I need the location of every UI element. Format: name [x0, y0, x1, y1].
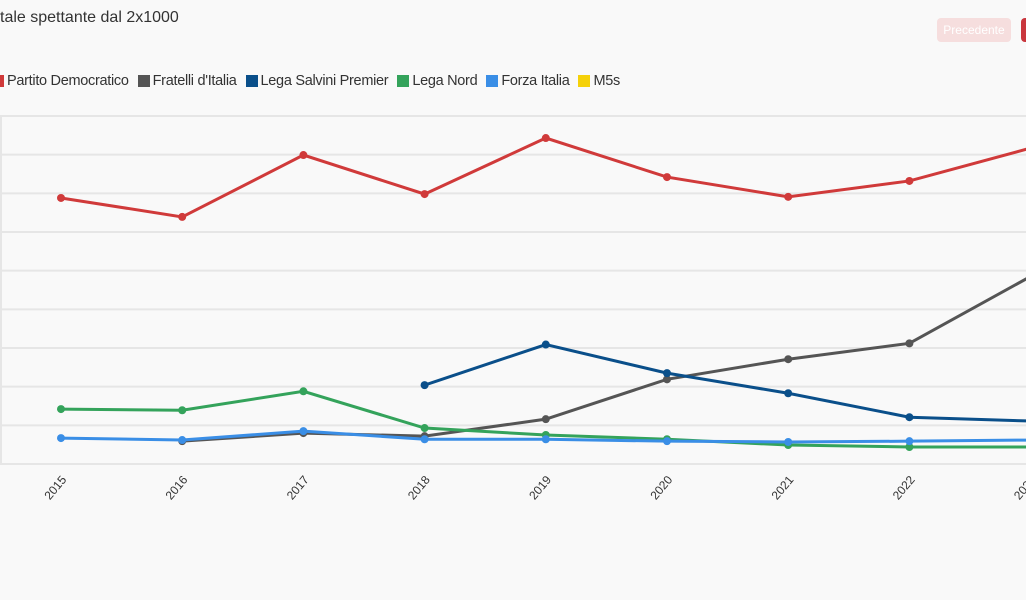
data-point — [905, 339, 914, 348]
legend-label: Partito Democratico — [7, 73, 129, 89]
data-point — [299, 387, 308, 396]
data-point — [541, 415, 550, 424]
data-point — [784, 437, 793, 446]
legend-item[interactable]: Forza Italia — [486, 73, 570, 89]
legend-label: Forza Italia — [501, 73, 570, 89]
x-tick-label: 2022 — [890, 473, 918, 503]
data-point — [663, 375, 671, 384]
data-point — [784, 389, 793, 398]
next-button[interactable] — [1021, 18, 1026, 42]
data-point — [784, 355, 793, 364]
data-point — [57, 193, 65, 202]
data-point — [178, 212, 187, 221]
data-point — [57, 405, 65, 414]
x-tick-label: 2018 — [405, 473, 433, 503]
x-tick-label: 2019 — [526, 473, 554, 503]
data-point — [420, 435, 429, 444]
data-point — [178, 436, 187, 445]
legend-swatch — [397, 75, 410, 87]
legend-label: Lega Salvini Premier — [260, 73, 389, 89]
legend-item[interactable]: Fratelli d'Italia — [137, 73, 237, 89]
data-point — [541, 435, 550, 444]
data-point — [905, 442, 914, 451]
x-tick-label: 2023 — [1011, 473, 1026, 503]
legend-swatch — [137, 75, 150, 87]
data-point — [663, 437, 671, 446]
x-tick-label: 2016 — [163, 473, 191, 503]
legend-swatch — [0, 75, 4, 87]
data-point — [420, 381, 429, 390]
legend-item[interactable]: Partito Democratico — [0, 73, 129, 89]
data-point — [905, 437, 914, 446]
series-line — [424, 342, 1026, 423]
data-point — [663, 369, 671, 378]
data-point — [299, 427, 308, 436]
data-point — [663, 173, 671, 182]
legend: Partito Democratico Fratelli d'Italia Lega… — [0, 73, 620, 89]
data-point — [299, 151, 308, 160]
legend-item[interactable]: M5s — [578, 73, 620, 89]
data-point — [178, 406, 187, 415]
data-point — [541, 134, 550, 143]
legend-label: Lega Nord — [412, 73, 478, 89]
data-point — [541, 340, 550, 349]
x-tick-label: 2021 — [769, 473, 797, 503]
legend-swatch — [245, 75, 258, 87]
x-tick-label: 2020 — [647, 473, 675, 503]
x-tick-label: 2015 — [41, 473, 69, 503]
data-point — [420, 190, 429, 199]
series-line — [60, 136, 1026, 219]
legend-label: Fratelli d'Italia — [152, 73, 237, 89]
previous-button[interactable]: Precedente — [937, 18, 1011, 42]
data-point — [57, 434, 65, 443]
legend-swatch — [486, 75, 499, 87]
legend-item[interactable]: Lega Nord — [397, 73, 478, 89]
data-point — [784, 192, 793, 201]
legend-label: M5s — [593, 73, 620, 89]
x-tick-label: 2017 — [284, 473, 312, 503]
legend-swatch — [578, 75, 591, 87]
chart-title: tale spettante dal 2x1000 — [0, 9, 179, 26]
data-point — [905, 413, 914, 422]
data-point — [905, 176, 914, 185]
legend-item[interactable]: Lega Salvini Premier — [245, 73, 389, 89]
data-point — [420, 424, 429, 433]
